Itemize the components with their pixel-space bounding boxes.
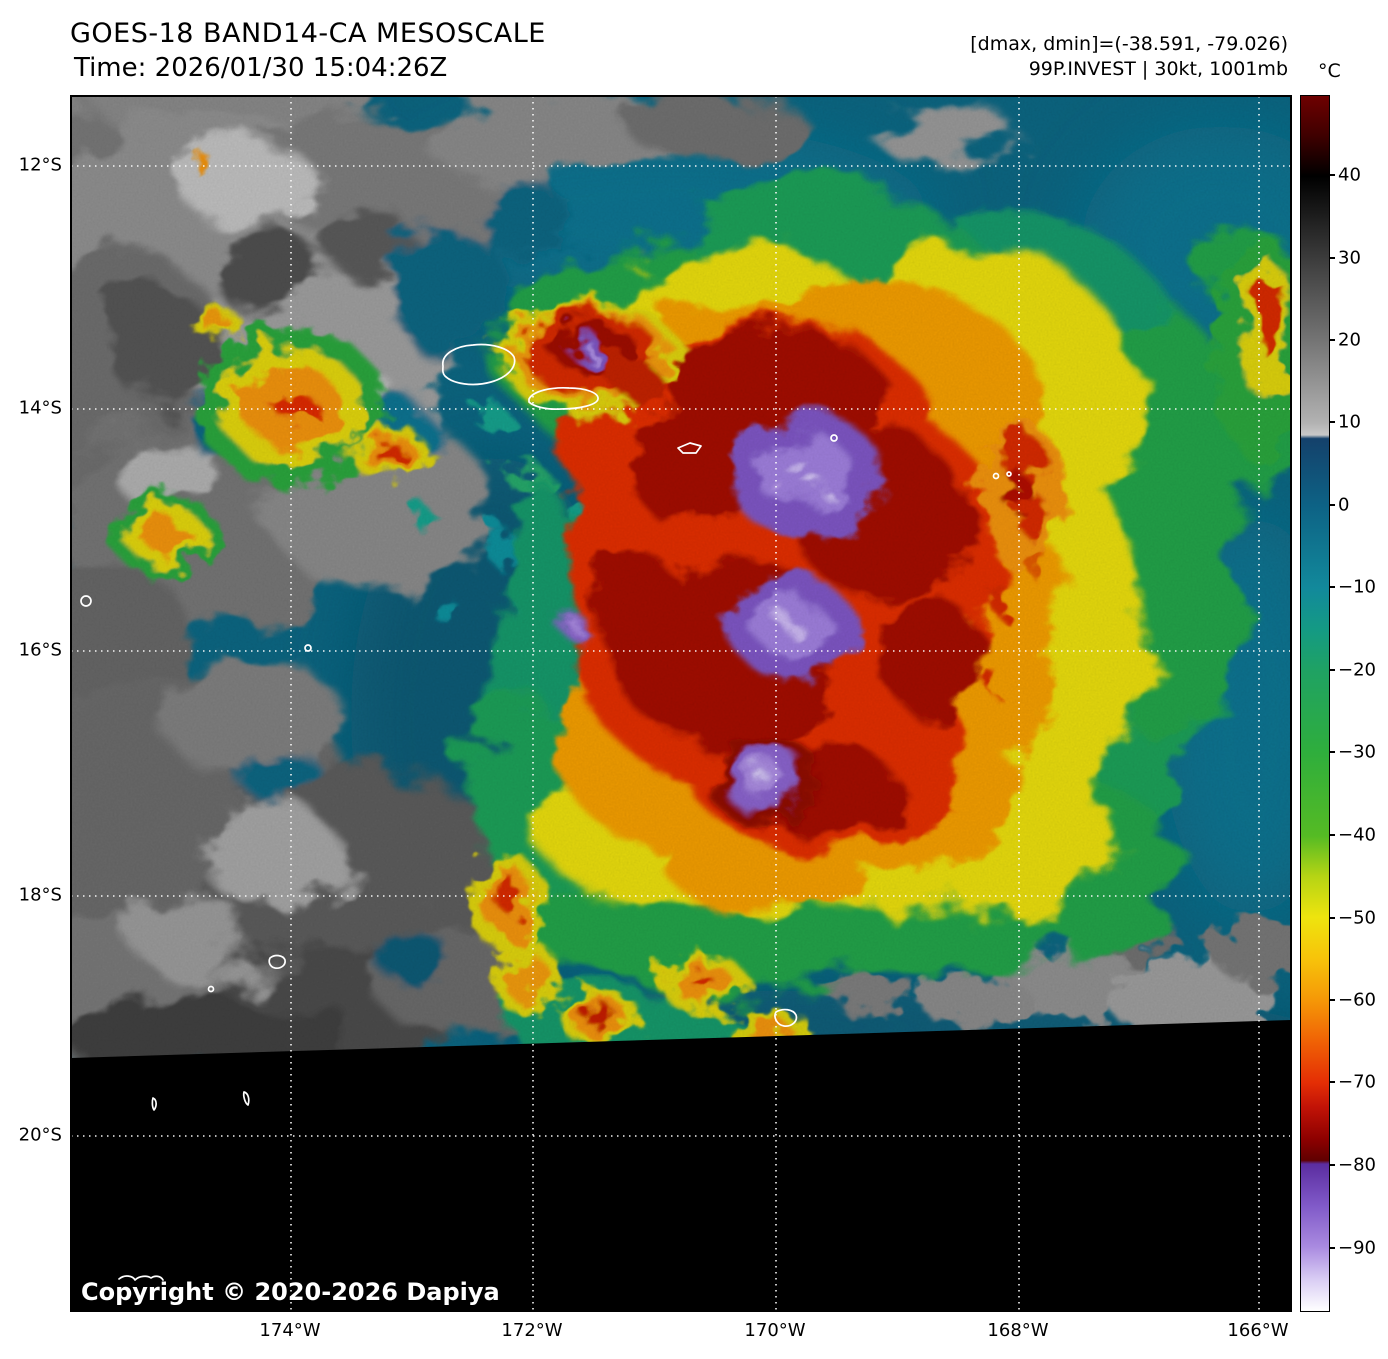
satellite-image: Copyright © 2020-2026 Dapiya	[70, 95, 1292, 1312]
colorbar-tickmark	[1330, 751, 1335, 753]
colorbar-tick-m90: −90	[1338, 1237, 1376, 1259]
copyright-text: Copyright © 2020-2026 Dapiya	[81, 1278, 500, 1306]
colorbar-tickmark	[1330, 421, 1335, 423]
colorbar-tick-m50: −50	[1338, 907, 1376, 929]
dmax-dmin-readout: [dmax, dmin]=(-38.591, -79.026)	[970, 33, 1288, 55]
colorbar-tickmark	[1330, 917, 1335, 919]
colorbar-tickmark	[1330, 174, 1335, 176]
colorbar-tick-m70: −70	[1338, 1071, 1376, 1093]
colorbar-tickmark	[1330, 1164, 1335, 1166]
map-frame-border	[71, 96, 1291, 1311]
colorbar-tickmark	[1330, 669, 1335, 671]
grid-lines	[71, 96, 1291, 1311]
colorbar-tick-30: 30	[1338, 247, 1361, 269]
image-timestamp: Time: 2026/01/30 15:04:26Z	[74, 53, 448, 83]
colorbar-tick-40: 40	[1338, 164, 1361, 186]
lon-label-174w: 174°W	[259, 1320, 321, 1341]
colorbar-tickmark	[1330, 504, 1335, 506]
colorbar-tick-m10: −10	[1338, 576, 1376, 598]
lat-label-16s: 16°S	[18, 639, 62, 661]
page-title: GOES-18 BAND14-CA MESOSCALE	[70, 18, 546, 49]
colorbar-tick-m20: −20	[1338, 659, 1376, 681]
colorbar-tickmark	[1330, 1081, 1335, 1083]
colorbar-tickmark	[1330, 339, 1335, 341]
lon-label-166w: 166°W	[1227, 1320, 1289, 1341]
colorbar-tick-m60: −60	[1338, 989, 1376, 1011]
lat-label-18s: 18°S	[18, 884, 62, 906]
lon-label-168w: 168°W	[987, 1320, 1049, 1341]
lat-label-14s: 14°S	[18, 397, 62, 419]
colorbar-tick-20: 20	[1338, 329, 1361, 351]
colorbar-tick-m80: −80	[1338, 1154, 1376, 1176]
colorbar-tickmark	[1330, 999, 1335, 1001]
colorbar-tickmark	[1330, 257, 1335, 259]
storm-info-readout: 99P.INVEST | 30kt, 1001mb	[1028, 58, 1288, 80]
colorbar-unit-label: °C	[1318, 60, 1341, 82]
island-outlines	[80, 343, 1012, 1281]
colorbar-tick-0: 0	[1338, 494, 1350, 516]
colorbar-gradient	[1300, 95, 1330, 1312]
lon-label-170w: 170°W	[744, 1320, 806, 1341]
lon-label-172w: 172°W	[501, 1320, 563, 1341]
colorbar-tickmark	[1330, 586, 1335, 588]
colorbar-tickmark	[1330, 1247, 1335, 1249]
colorbar-tick-m40: −40	[1338, 824, 1376, 846]
no-data-region	[71, 1020, 1291, 1311]
lat-label-12s: 12°S	[18, 154, 62, 176]
colorbar-tick-10: 10	[1338, 411, 1361, 433]
colorbar-tickmark	[1330, 834, 1335, 836]
lat-label-20s: 20°S	[18, 1124, 62, 1146]
colorbar-tick-m30: −30	[1338, 741, 1376, 763]
